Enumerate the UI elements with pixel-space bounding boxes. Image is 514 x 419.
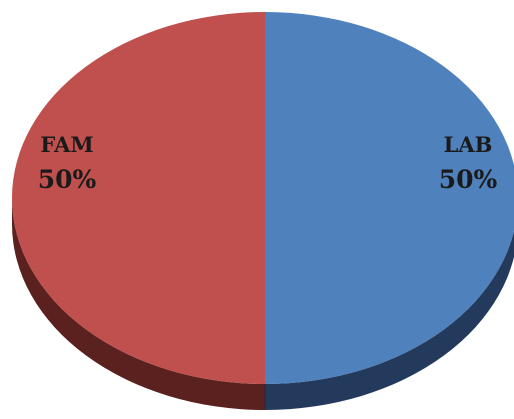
pie-depth-layer <box>12 198 514 410</box>
pie-top-layer <box>12 12 514 384</box>
slice-label-fam-name: FAM <box>40 132 93 157</box>
slice-label-fam-percent: 50% <box>38 165 97 194</box>
slice-label-lab-name: LAB <box>444 132 493 157</box>
slice-label-lab-percent: 50% <box>439 165 498 194</box>
data-labels-layer: LAB 50% FAM 50% <box>38 132 498 194</box>
slice-lab[interactable] <box>265 12 514 384</box>
slice-fam[interactable] <box>12 12 265 384</box>
slice-side-fam <box>12 198 265 410</box>
slice-side-lab <box>265 230 514 410</box>
